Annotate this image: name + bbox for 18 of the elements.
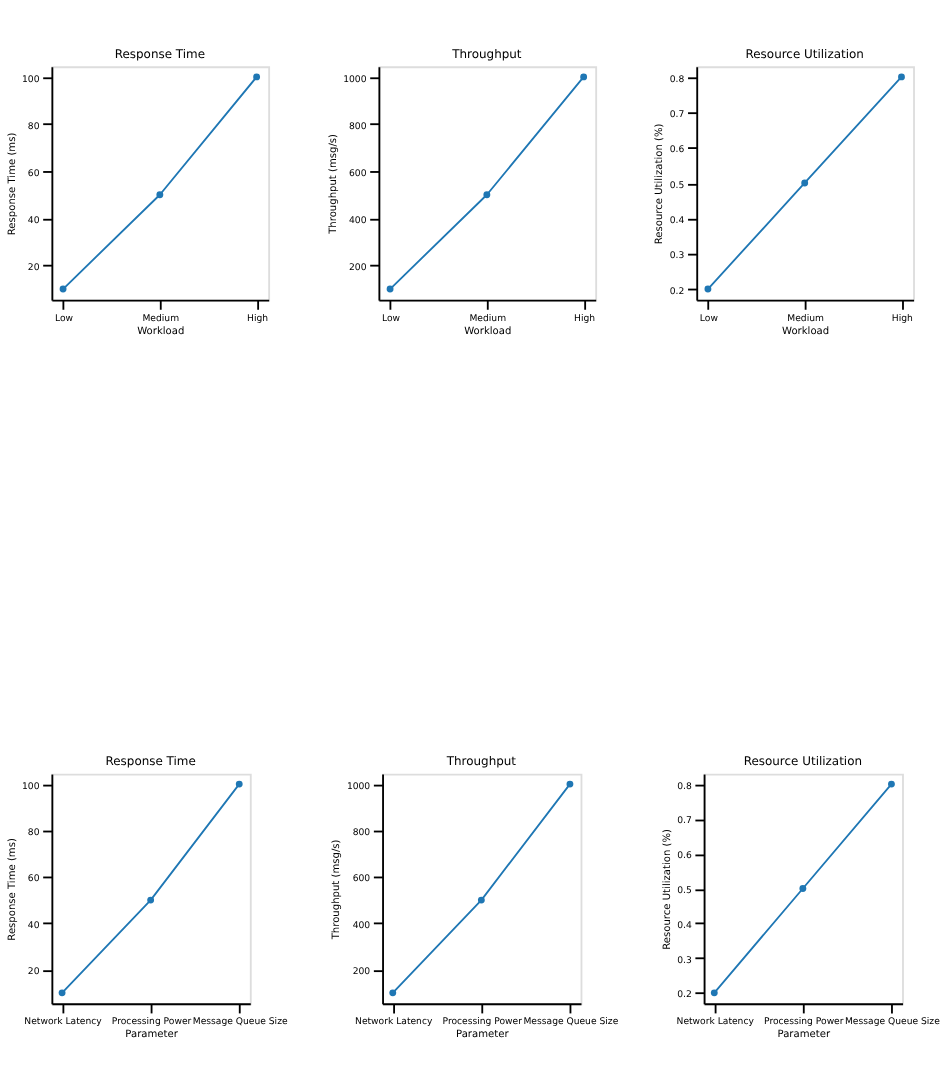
point	[483, 191, 491, 199]
point	[58, 989, 66, 997]
point	[799, 885, 807, 892]
point	[59, 285, 67, 293]
point	[386, 285, 394, 293]
point	[710, 989, 718, 997]
point	[389, 989, 397, 997]
point	[704, 285, 712, 293]
point	[477, 896, 485, 904]
point	[801, 179, 809, 187]
point	[888, 780, 895, 788]
point	[235, 780, 243, 788]
point	[147, 896, 155, 904]
point	[156, 191, 164, 199]
point	[898, 73, 905, 81]
point	[566, 780, 574, 788]
point	[253, 73, 261, 81]
point	[580, 73, 588, 81]
